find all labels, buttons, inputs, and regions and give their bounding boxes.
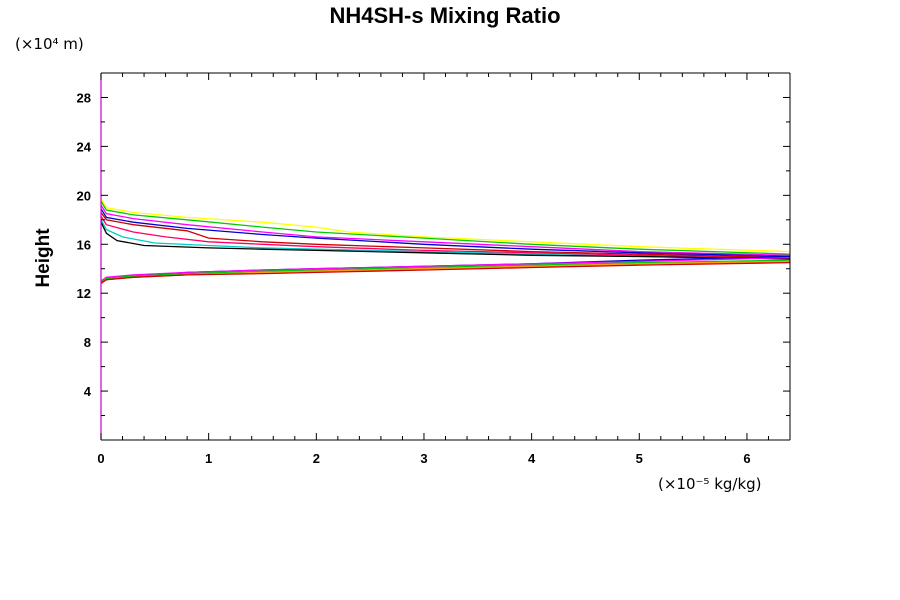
y-tick-label: 12 <box>77 286 91 301</box>
series-line-7 <box>100 219 791 260</box>
series-line-10 <box>100 257 791 282</box>
series-line-11 <box>100 259 791 283</box>
y-tick-label: 16 <box>77 237 91 252</box>
series-line-4 <box>100 208 791 258</box>
x-tick-label: 0 <box>97 451 104 466</box>
x-tick-label: 5 <box>636 451 643 466</box>
series-line-1 <box>100 198 791 253</box>
x-tick-label: 4 <box>528 451 536 466</box>
series-line-6 <box>100 215 791 260</box>
series-line-8 <box>100 221 791 260</box>
y-axis-label: Height <box>33 228 54 288</box>
y-tick-label: 28 <box>77 90 91 105</box>
series-line-3 <box>100 204 791 256</box>
y-tick-label: 20 <box>77 188 91 203</box>
x-axis-unit: (×10⁻⁵ kg/kg) <box>658 475 762 493</box>
y-axis-unit: (×10⁴ m) <box>15 35 84 53</box>
chart-title: NH4SH-s Mixing Ratio <box>329 3 560 28</box>
y-tick-label: 4 <box>84 384 92 399</box>
x-tick-label: 3 <box>420 451 427 466</box>
x-tick-label: 1 <box>205 451 212 466</box>
series-line-5 <box>100 212 791 259</box>
x-tick-label: 6 <box>743 451 750 466</box>
x-tick-label: 2 <box>313 451 320 466</box>
series-layer <box>100 198 791 284</box>
y-tick-label: 24 <box>77 139 92 154</box>
series-line-2 <box>100 201 791 255</box>
y-tick-label: 8 <box>84 335 91 350</box>
series-line-13 <box>100 261 791 284</box>
